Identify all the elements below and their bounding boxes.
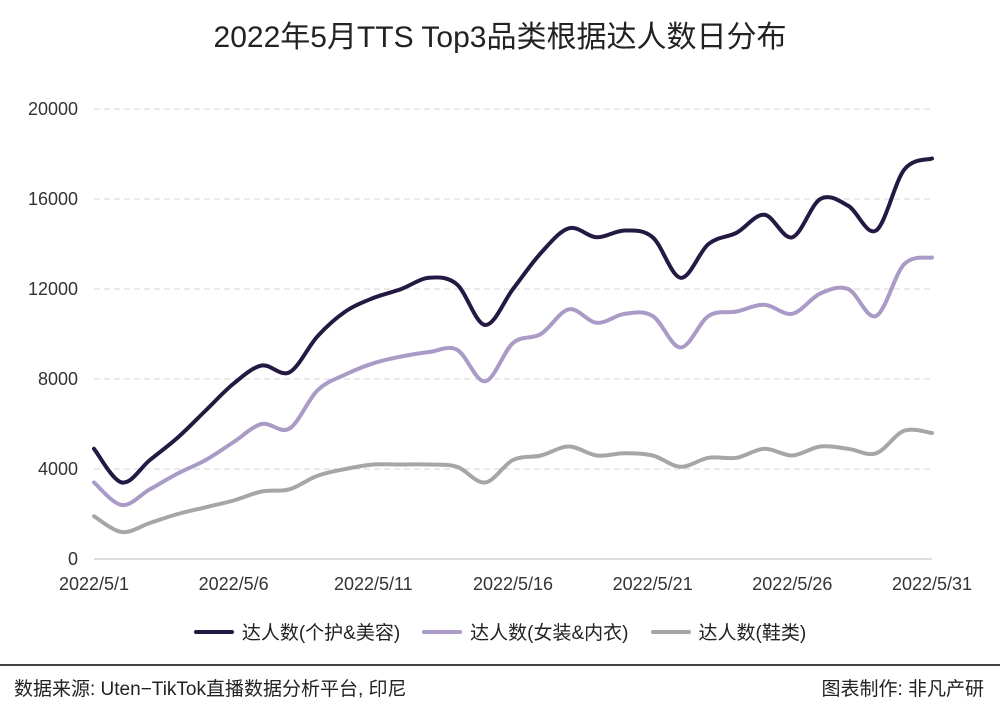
series-line-2: [92, 255, 934, 508]
legend-item-series-3: 达人数(鞋类): [650, 618, 807, 645]
legend-label-series-1: 达人数(个护&美容): [241, 623, 401, 644]
legend-label-series-3: 达人数(鞋类): [698, 623, 807, 644]
y-tick-label: 0: [68, 549, 78, 569]
y-tick-label: 8000: [38, 369, 78, 389]
x-tick-label: 2022/5/6: [199, 574, 269, 594]
footer-credit: 图表制作: 非凡产研: [821, 679, 984, 700]
x-tick-label: 2022/5/31: [892, 574, 972, 594]
y-tick-label: 20000: [28, 99, 78, 119]
x-axis-ticks: 2022/5/1 2022/5/6 2022/5/11 2022/5/16 2022/5…: [59, 574, 972, 594]
series-lines: [92, 156, 934, 535]
footer-source: 数据来源: Uten−TikTok直播数据分析平台, 印尼: [14, 679, 407, 700]
legend: 达人数(个护&美容) 达人数(女装&内衣) 达人数(鞋类): [0, 618, 1000, 645]
y-tick-label: 12000: [28, 279, 78, 299]
x-tick-label: 2022/5/26: [752, 574, 832, 594]
legend-swatch-series-3: [650, 629, 691, 634]
legend-swatch-series-1: [193, 629, 234, 634]
grid-lines: [94, 108, 932, 560]
y-tick-label: 16000: [28, 189, 78, 209]
footer-divider: [0, 664, 1000, 666]
chart-title: 2022年5月TTS Top3品类根据达人数日分布: [213, 21, 787, 54]
x-tick-label: 2022/5/21: [613, 574, 693, 594]
series-line-3: [92, 427, 934, 535]
y-axis-ticks: 0 4000 8000 12000 16000 20000: [28, 99, 78, 569]
legend-label-series-2: 达人数(女装&内衣): [470, 623, 629, 644]
x-tick-label: 2022/5/11: [334, 574, 413, 594]
legend-item-series-1: 达人数(个护&美容): [193, 618, 401, 645]
legend-swatch-series-2: [422, 629, 463, 634]
x-tick-label: 2022/5/16: [473, 574, 553, 594]
y-tick-label: 4000: [38, 459, 78, 479]
x-tick-label: 2022/5/1: [59, 574, 129, 594]
series-line-1: [92, 156, 934, 485]
legend-item-series-2: 达人数(女装&内衣): [422, 618, 629, 645]
